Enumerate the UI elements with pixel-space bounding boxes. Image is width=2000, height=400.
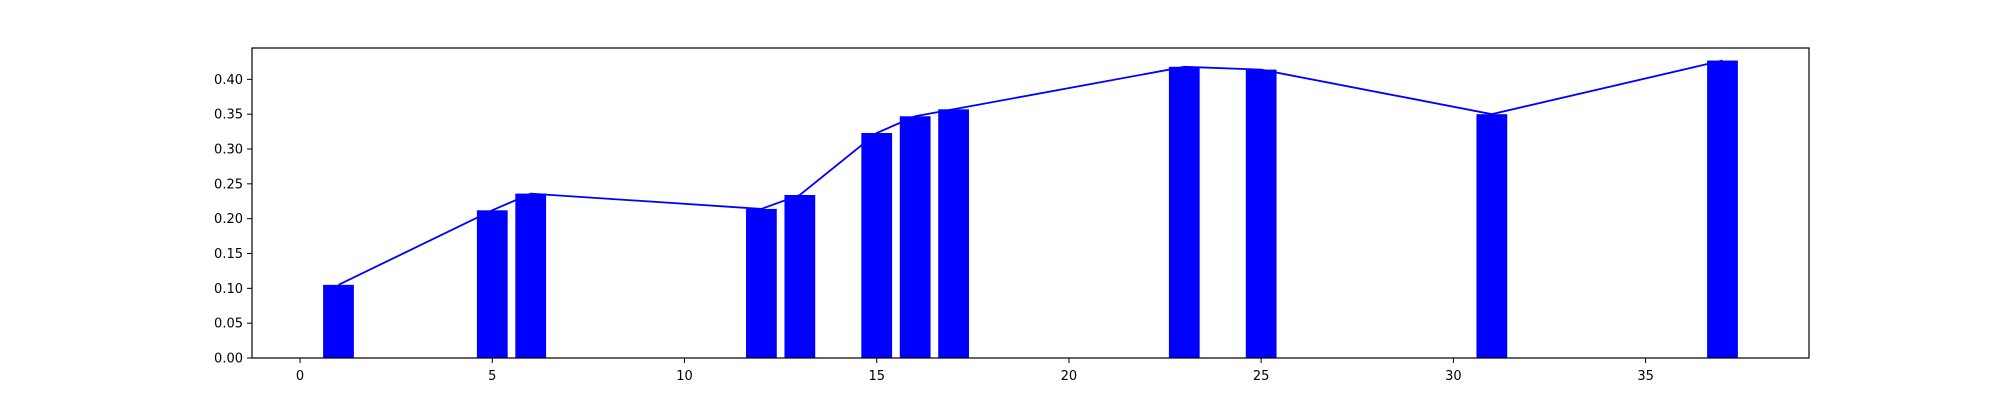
x-tick-label: 35	[1637, 369, 1654, 384]
bar-23	[1168, 66, 1200, 358]
x-axis: 0 5 10 15 20 25 30 35	[296, 358, 1654, 384]
x-tick-label: 30	[1445, 369, 1462, 384]
y-tick-label: 0.40	[214, 73, 243, 88]
bar-13	[784, 194, 816, 358]
trend-line	[338, 59, 1723, 286]
y-tick-label: 0.30	[214, 143, 243, 158]
y-tick-label: 0.05	[214, 317, 243, 332]
y-tick-label: 0.15	[214, 247, 243, 262]
bar-15	[861, 132, 893, 358]
y-tick-label: 0.25	[214, 177, 243, 192]
bar-25	[1245, 69, 1277, 358]
x-tick-label: 25	[1253, 369, 1270, 384]
x-tick-label: 20	[1061, 369, 1078, 384]
plot-area-frame	[251, 47, 1810, 359]
bar-5	[476, 210, 508, 358]
x-tick-label: 10	[676, 369, 693, 384]
x-tick-label: 5	[488, 369, 496, 384]
x-tick-label: 0	[296, 369, 304, 384]
bar-16	[899, 116, 931, 359]
y-tick-label: 0.35	[214, 108, 243, 123]
bar-6	[515, 193, 547, 358]
bar-17	[938, 109, 969, 358]
bar-series	[323, 60, 1738, 359]
bar-31	[1476, 114, 1508, 359]
y-tick-label: 0.00	[214, 352, 243, 367]
y-axis: 0.00 0.05 0.10 0.15 0.20 0.25 0.30 0.35 0.40	[214, 73, 252, 367]
x-tick-label: 15	[868, 369, 885, 384]
y-tick-label: 0.20	[214, 212, 243, 227]
y-tick-label: 0.10	[214, 282, 243, 297]
trend-line-series	[338, 59, 1723, 286]
bar-1	[323, 284, 354, 358]
bar-37	[1707, 60, 1738, 358]
bar-12	[746, 208, 777, 358]
